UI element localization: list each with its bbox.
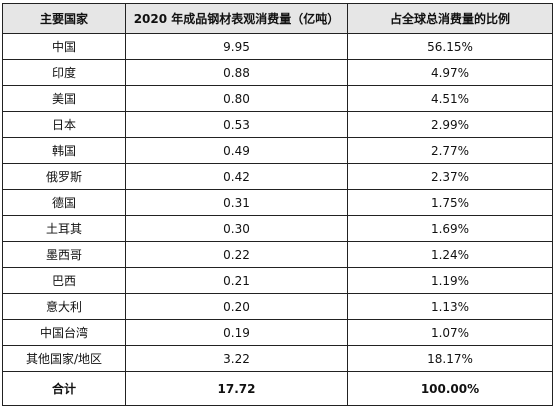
table-cell: 18.17% bbox=[347, 345, 553, 372]
table-cell: 0.30 bbox=[125, 215, 348, 242]
table-cell: 0.22 bbox=[125, 241, 348, 268]
table-cell: 1.24% bbox=[347, 241, 553, 268]
total-row: 合计 17.72 100.00% bbox=[2, 371, 553, 406]
table-cell: 9.95 bbox=[125, 33, 348, 60]
table-cell: 1.19% bbox=[347, 267, 553, 294]
table-cell: 土耳其 bbox=[2, 215, 126, 242]
table-cell: 3.22 bbox=[125, 345, 348, 372]
table-cell: 1.75% bbox=[347, 189, 553, 216]
header-cell: 2020 年成品钢材表观消费量（亿吨） bbox=[125, 3, 348, 34]
table-cell: 4.97% bbox=[347, 59, 553, 86]
table-cell: 日本 bbox=[2, 111, 126, 138]
table-cell: 俄罗斯 bbox=[2, 163, 126, 190]
table-cell: 0.49 bbox=[125, 137, 348, 164]
table-row: 中国台湾 0.19 1.07% bbox=[2, 319, 553, 346]
table-cell: 韩国 bbox=[2, 137, 126, 164]
table-cell: 0.20 bbox=[125, 293, 348, 320]
table-cell: 0.21 bbox=[125, 267, 348, 294]
table-cell: 德国 bbox=[2, 189, 126, 216]
header-cell: 占全球总消费量的比例 bbox=[347, 3, 553, 34]
table-row: 印度 0.88 4.97% bbox=[2, 59, 553, 86]
table-row: 土耳其 0.30 1.69% bbox=[2, 215, 553, 242]
table-cell: 0.88 bbox=[125, 59, 348, 86]
table-cell: 1.13% bbox=[347, 293, 553, 320]
header-row: 主要国家 2020 年成品钢材表观消费量（亿吨） 占全球总消费量的比例 bbox=[2, 3, 553, 34]
table-row: 中国 9.95 56.15% bbox=[2, 33, 553, 60]
table-row: 韩国 0.49 2.77% bbox=[2, 137, 553, 164]
table-row: 其他国家/地区 3.22 18.17% bbox=[2, 345, 553, 372]
table-cell: 4.51% bbox=[347, 85, 553, 112]
table-cell: 墨西哥 bbox=[2, 241, 126, 268]
table-cell: 0.53 bbox=[125, 111, 348, 138]
table-row: 日本 0.53 2.99% bbox=[2, 111, 553, 138]
total-cell: 合计 bbox=[2, 371, 126, 406]
table-row: 美国 0.80 4.51% bbox=[2, 85, 553, 112]
table-cell: 0.42 bbox=[125, 163, 348, 190]
table-cell: 中国台湾 bbox=[2, 319, 126, 346]
table-cell: 2.37% bbox=[347, 163, 553, 190]
table-cell: 印度 bbox=[2, 59, 126, 86]
table-cell: 2.99% bbox=[347, 111, 553, 138]
table-row: 墨西哥 0.22 1.24% bbox=[2, 241, 553, 268]
table-row: 俄罗斯 0.42 2.37% bbox=[2, 163, 553, 190]
table-cell: 0.19 bbox=[125, 319, 348, 346]
total-cell: 100.00% bbox=[347, 371, 553, 406]
table-row: 德国 0.31 1.75% bbox=[2, 189, 553, 216]
table-cell: 2.77% bbox=[347, 137, 553, 164]
table-row: 巴西 0.21 1.19% bbox=[2, 267, 553, 294]
table-cell: 56.15% bbox=[347, 33, 553, 60]
table-cell: 0.80 bbox=[125, 85, 348, 112]
table-cell: 意大利 bbox=[2, 293, 126, 320]
table-cell: 美国 bbox=[2, 85, 126, 112]
table-cell: 巴西 bbox=[2, 267, 126, 294]
table-cell: 1.07% bbox=[347, 319, 553, 346]
table-row: 意大利 0.20 1.13% bbox=[2, 293, 553, 320]
table-cell: 中国 bbox=[2, 33, 126, 60]
total-cell: 17.72 bbox=[125, 371, 348, 406]
table-cell: 0.31 bbox=[125, 189, 348, 216]
table-cell: 其他国家/地区 bbox=[2, 345, 126, 372]
header-cell: 主要国家 bbox=[2, 3, 126, 34]
table-cell: 1.69% bbox=[347, 215, 553, 242]
data-table: 主要国家 2020 年成品钢材表观消费量（亿吨） 占全球总消费量的比例 中国 9.95… bbox=[2, 3, 553, 406]
